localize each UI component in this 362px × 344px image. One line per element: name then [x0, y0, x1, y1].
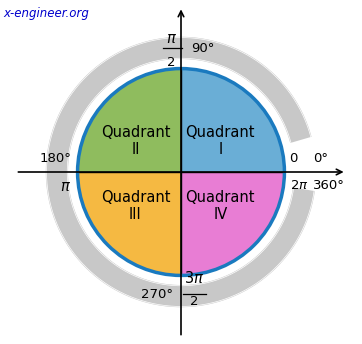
Wedge shape [77, 68, 181, 172]
Text: x-engineer.org: x-engineer.org [3, 7, 89, 20]
Wedge shape [181, 172, 285, 276]
Wedge shape [181, 68, 285, 172]
Text: 360°: 360° [313, 179, 345, 192]
Text: $2\pi$: $2\pi$ [290, 179, 308, 192]
Text: 0: 0 [290, 152, 298, 165]
Text: 2: 2 [168, 56, 176, 69]
Text: Quadrant
IV: Quadrant IV [186, 190, 255, 222]
Text: 2: 2 [190, 295, 199, 308]
Text: Quadrant
I: Quadrant I [186, 125, 255, 157]
Text: 180°: 180° [39, 152, 71, 165]
Text: $\pi$: $\pi$ [166, 31, 177, 46]
Text: Quadrant
II: Quadrant II [101, 125, 170, 157]
Text: 270°: 270° [141, 288, 173, 301]
Text: 0°: 0° [313, 152, 328, 165]
Text: 90°: 90° [191, 42, 215, 55]
Wedge shape [77, 172, 181, 276]
Text: Quadrant
III: Quadrant III [101, 190, 170, 222]
Text: $3\pi$: $3\pi$ [184, 270, 205, 286]
Text: $\pi$: $\pi$ [60, 179, 71, 194]
